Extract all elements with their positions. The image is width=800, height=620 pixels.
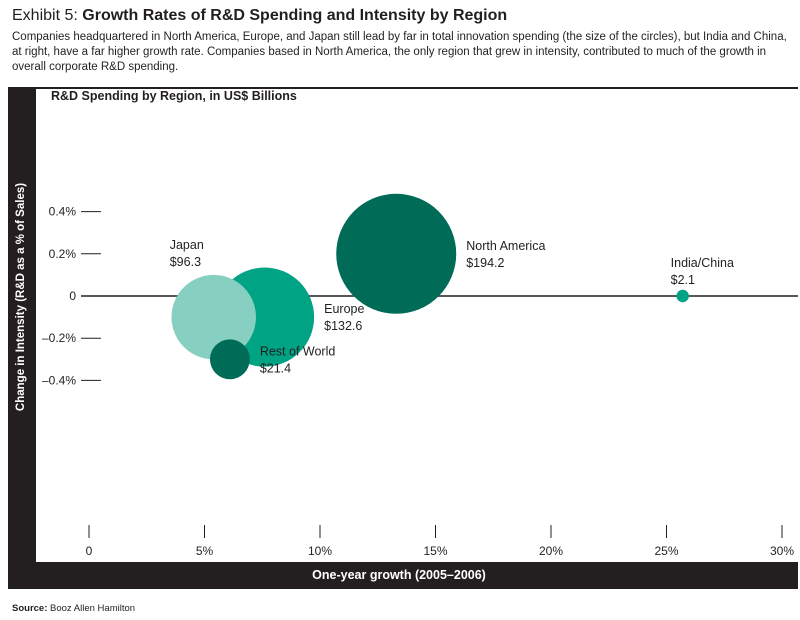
- y-tick-label: –0.2%: [42, 331, 76, 345]
- y-tick-label: 0: [69, 289, 76, 303]
- x-tick-label: 20%: [539, 544, 563, 558]
- x-tick-label: 30%: [770, 544, 794, 558]
- north-america-bubble: [336, 193, 457, 314]
- exhibit-heading: Exhibit 5: Growth Rates of R&D Spending …: [12, 6, 507, 26]
- y-tick-label: –0.4%: [42, 373, 76, 387]
- europe-name-label: Europe: [324, 302, 364, 316]
- chart-title: Growth Rates of R&D Spending and Intensi…: [82, 7, 508, 24]
- japan-bubble: [171, 274, 256, 360]
- north-america-name-label: North America: [466, 239, 545, 253]
- x-tick-label: 5%: [196, 544, 214, 558]
- north-america-value-label: $194.2: [466, 256, 504, 270]
- x-tick-label: 0: [86, 544, 93, 558]
- india-china-name-label: India/China: [671, 256, 734, 270]
- source-note: Source: Booz Allen Hamilton: [12, 603, 135, 614]
- rest-of-world-value-label: $21.4: [260, 361, 291, 375]
- rest-of-world-bubble: [209, 339, 250, 380]
- europe-value-label: $132.6: [324, 319, 362, 333]
- x-tick-label: 15%: [423, 544, 447, 558]
- source-text: Booz Allen Hamilton: [50, 603, 136, 614]
- y-tick-label: 0.2%: [49, 247, 77, 261]
- japan-value-label: $96.3: [170, 255, 201, 269]
- rest-of-world-name-label: Rest of World: [260, 344, 336, 358]
- japan-name-label: Japan: [170, 238, 204, 252]
- x-tick-label: 10%: [308, 544, 332, 558]
- plot-area: [36, 89, 798, 562]
- x-tick-label: 25%: [654, 544, 678, 558]
- exhibit-label: Exhibit 5:: [12, 7, 78, 24]
- y-tick-label: 0.4%: [49, 205, 77, 219]
- india-china-bubble: [676, 289, 689, 303]
- chart-subtitle: R&D Spending by Region, in US$ Billions: [51, 89, 297, 103]
- india-china-value-label: $2.1: [671, 273, 695, 287]
- source-label: Source:: [12, 603, 48, 614]
- chart-description: Companies headquartered in North America…: [12, 31, 787, 73]
- x-axis-label: One-year growth (2005–2006): [312, 568, 486, 582]
